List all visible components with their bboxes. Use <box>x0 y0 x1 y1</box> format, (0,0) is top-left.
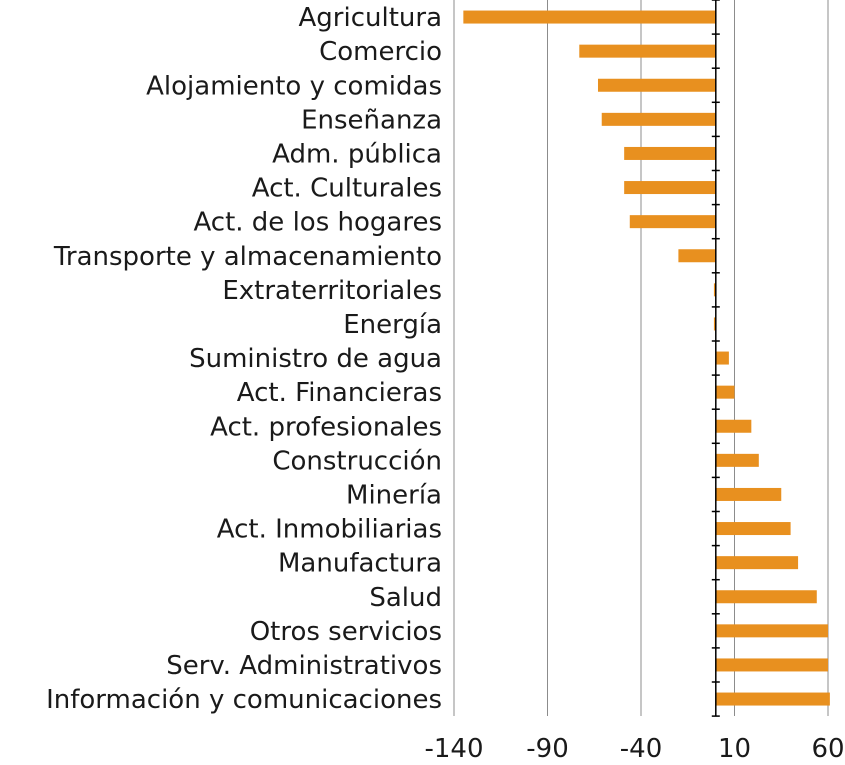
category-label: Alojamiento y comidas <box>146 71 442 101</box>
category-label: Energía <box>343 310 442 340</box>
category-label: Construcción <box>272 446 442 476</box>
x-tick-label: 10 <box>718 734 751 764</box>
bar <box>597 78 716 92</box>
category-labels: Agricultura Comercio Alojamiento y comidas… <box>46 3 442 715</box>
bar <box>715 522 791 536</box>
bar <box>715 453 759 467</box>
category-label: Act. de los hogares <box>193 208 442 238</box>
category-label: Suministro de agua <box>189 344 442 374</box>
category-label: Comercio <box>319 37 442 67</box>
bar <box>715 487 782 501</box>
category-label: Act. Inmobiliarias <box>217 515 442 545</box>
category-label: Act. Financieras <box>237 378 442 408</box>
bar <box>629 215 716 229</box>
category-label: Adm. pública <box>272 139 442 169</box>
x-tick-labels: -140 -90 -40 10 60 <box>424 734 844 764</box>
category-label: Salud <box>369 583 442 613</box>
bar <box>624 181 716 195</box>
x-tick-label: -140 <box>424 734 483 764</box>
bar <box>715 419 752 433</box>
bar <box>579 44 716 58</box>
zero-axis <box>711 0 720 717</box>
bar <box>715 658 828 672</box>
category-label: Extraterritoriales <box>222 276 442 306</box>
bar <box>713 283 716 297</box>
bars <box>463 10 830 706</box>
x-tick-label: -90 <box>526 734 568 764</box>
bar <box>715 590 817 604</box>
bar <box>715 385 735 399</box>
category-label: Información y comunicaciones <box>46 685 442 715</box>
bar <box>463 10 716 24</box>
category-label: Serv. Administrativos <box>166 651 442 681</box>
bar <box>713 317 716 331</box>
x-tick-label: 60 <box>811 734 844 764</box>
category-label: Act. profesionales <box>210 412 442 442</box>
grid-lines <box>453 0 829 716</box>
bar <box>715 692 830 706</box>
bar <box>601 112 716 126</box>
category-label: Minería <box>346 480 442 510</box>
category-label: Otros servicios <box>250 617 442 647</box>
category-label: Agricultura <box>299 3 443 33</box>
category-label: Enseñanza <box>301 105 442 135</box>
bar <box>624 146 716 160</box>
bar <box>715 351 729 365</box>
bar <box>715 556 799 570</box>
category-label: Manufactura <box>278 549 442 579</box>
category-label: Transporte y almacenamiento <box>53 242 442 272</box>
bar <box>678 249 716 263</box>
bar <box>715 624 828 638</box>
category-label: Act. Culturales <box>252 174 442 204</box>
x-tick-label: -40 <box>620 734 662 764</box>
